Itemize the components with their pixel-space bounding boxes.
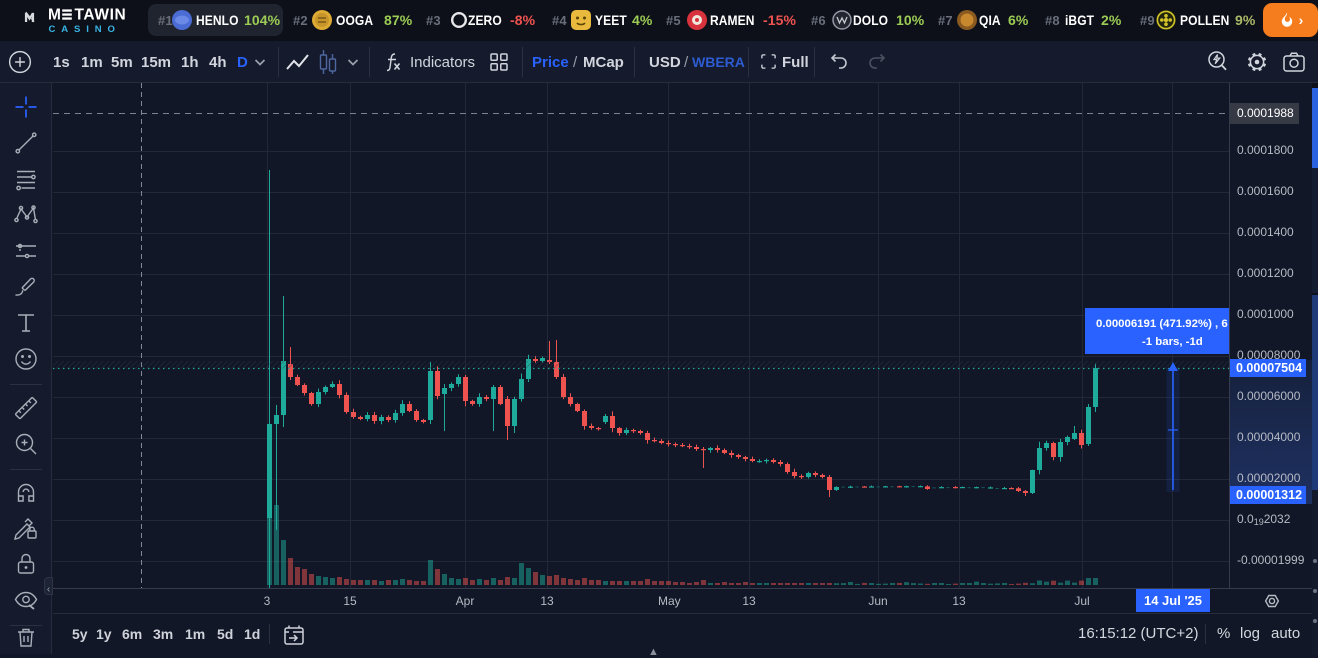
svg-text:CASINO: CASINO [49, 24, 121, 34]
svg-text:M: M [48, 7, 62, 24]
svg-text:TAWIN: TAWIN [75, 7, 127, 24]
svg-text:-1 bars, -1d: -1 bars, -1d [1142, 336, 1203, 348]
svg-text:0.00006191 (471.92%) , 6: 0.00006191 (471.92%) , 6 [1096, 318, 1228, 330]
